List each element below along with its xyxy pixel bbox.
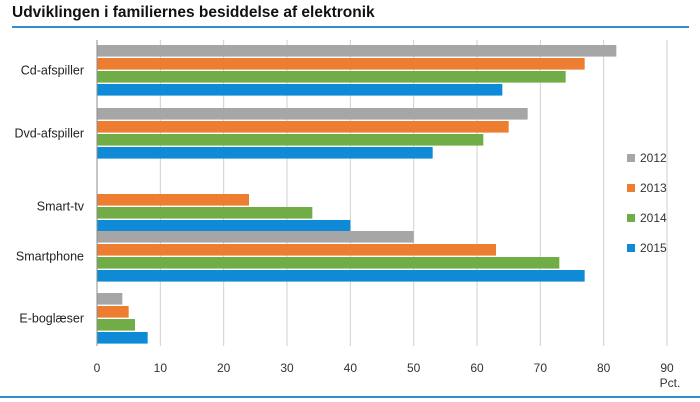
- category-label: Dvd-afspiller: [15, 126, 84, 140]
- legend-swatch-2012: [627, 154, 635, 162]
- legend-label: 2014: [640, 211, 667, 225]
- bottom-rule: [0, 396, 700, 398]
- category-label: E-boglæser: [19, 311, 84, 325]
- bar-2013-0: [97, 58, 585, 70]
- bar-2012-0: [97, 45, 617, 57]
- bar-2014-2: [97, 207, 313, 219]
- bar-2014-1: [97, 134, 484, 146]
- bar-2014-0: [97, 71, 566, 83]
- legend-label: 2013: [640, 181, 667, 195]
- legend-swatch-2015: [627, 244, 635, 252]
- x-tick-label: 70: [534, 361, 548, 375]
- bar-2012-1: [97, 108, 528, 120]
- legend-label: 2015: [640, 241, 667, 255]
- bar-2015-4: [97, 332, 148, 344]
- bar-2013-2: [97, 194, 249, 206]
- bar-2014-4: [97, 319, 135, 331]
- x-tick-label: 20: [217, 361, 231, 375]
- bar-2015-3: [97, 270, 585, 282]
- x-tick-label: 0: [94, 361, 101, 375]
- x-tick-label: 50: [407, 361, 421, 375]
- legend: 2012 2013 2014 2015: [627, 151, 667, 255]
- x-tick-label: 60: [470, 361, 484, 375]
- x-tick-label: 30: [280, 361, 294, 375]
- x-tick-label: 40: [344, 361, 358, 375]
- bar-2013-3: [97, 244, 496, 256]
- bar-2015-1: [97, 147, 433, 159]
- bar-2012-3: [97, 231, 414, 243]
- category-labels: Cd-afspiller Dvd-afspiller Smart-tv Smartph…: [15, 63, 85, 325]
- x-tick-label: 10: [154, 361, 168, 375]
- legend-swatch-2013: [627, 184, 635, 192]
- category-label: Smart-tv: [37, 199, 85, 213]
- category-label: Cd-afspiller: [21, 63, 84, 77]
- x-axis-label: Pct.: [660, 376, 681, 390]
- category-label: Smartphone: [16, 249, 84, 263]
- legend-swatch-2014: [627, 214, 635, 222]
- x-tick-label: 80: [597, 361, 611, 375]
- bar-2013-1: [97, 121, 509, 133]
- chart-title: Udviklingen i familiernes besiddelse af …: [12, 4, 375, 21]
- x-tick-label: 90: [660, 361, 674, 375]
- bar-2013-4: [97, 306, 129, 318]
- bar-2015-2: [97, 220, 351, 232]
- bar-2015-0: [97, 84, 503, 96]
- title-rule: [12, 26, 689, 28]
- bar-2014-3: [97, 257, 560, 269]
- legend-label: 2012: [640, 151, 667, 165]
- bars: [97, 45, 617, 344]
- bar-2012-4: [97, 293, 123, 305]
